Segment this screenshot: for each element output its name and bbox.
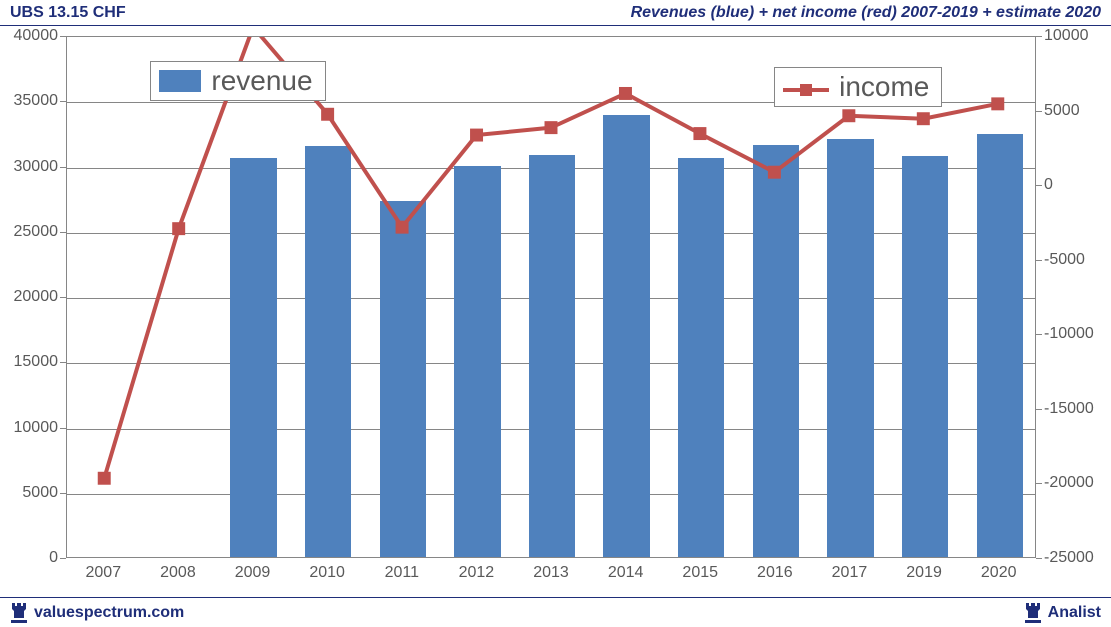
- y-tick-mark: [1036, 111, 1042, 112]
- y-tick-mark: [60, 493, 66, 494]
- y-tick-right: 5000: [1044, 102, 1080, 120]
- x-tick: 2017: [832, 564, 868, 582]
- y-tick-left: 5000: [10, 484, 58, 502]
- y-tick-right: -10000: [1044, 325, 1094, 343]
- y-tick-left: 15000: [10, 353, 58, 371]
- y-tick-left: 25000: [10, 223, 58, 241]
- y-tick-right: 0: [1044, 176, 1053, 194]
- plot-wrap: 0 5000 10000 15000 20000 25000 30000 35000 40000…: [10, 30, 1101, 591]
- y-tick-mark: [1036, 185, 1042, 186]
- y-tick-mark: [1036, 558, 1042, 559]
- x-tick: 2009: [235, 564, 271, 582]
- legend-label: revenue: [211, 65, 312, 97]
- x-tick: 2012: [459, 564, 495, 582]
- footer: valuespectrum.com Analist: [0, 597, 1111, 627]
- x-tick: 2019: [906, 564, 942, 582]
- y-tick-mark: [60, 36, 66, 37]
- y-tick-mark: [1036, 260, 1042, 261]
- y-tick-mark: [60, 362, 66, 363]
- legend-bar: revenue: [150, 61, 325, 101]
- legend-line: income: [774, 67, 942, 107]
- x-tick: 2020: [981, 564, 1017, 582]
- footer-right-text: Analist: [1048, 604, 1101, 622]
- x-tick: 2008: [160, 564, 196, 582]
- y-tick-mark: [60, 558, 66, 559]
- footer-left-text: valuespectrum.com: [34, 604, 184, 622]
- chart-frame: UBS 13.15 CHF Revenues (blue) + net inco…: [0, 0, 1111, 627]
- x-tick: 2013: [533, 564, 569, 582]
- y-tick-left: 0: [10, 549, 58, 567]
- y-tick-mark: [1036, 36, 1042, 37]
- x-tick: 2014: [608, 564, 644, 582]
- rook-icon: [10, 603, 28, 623]
- y-tick-mark: [1036, 409, 1042, 410]
- y-tick-mark: [1036, 483, 1042, 484]
- y-tick-mark: [60, 101, 66, 102]
- x-tick: 2011: [385, 564, 419, 582]
- y-tick-mark: [1036, 334, 1042, 335]
- y-tick-right: -25000: [1044, 549, 1094, 567]
- y-tick-mark: [60, 428, 66, 429]
- y-tick-right: 10000: [1044, 27, 1089, 45]
- y-tick-left: 40000: [10, 27, 58, 45]
- legend-label: income: [839, 71, 929, 103]
- y-tick-right: -20000: [1044, 474, 1094, 492]
- line-layer: [67, 37, 1035, 557]
- y-tick-mark: [60, 232, 66, 233]
- legend-swatch-line: [783, 76, 829, 98]
- x-tick: 2015: [682, 564, 718, 582]
- title-left: UBS 13.15 CHF: [10, 4, 126, 22]
- footer-right: Analist: [1024, 603, 1101, 623]
- y-tick-right: -5000: [1044, 251, 1085, 269]
- title-right: Revenues (blue) + net income (red) 2007-…: [631, 4, 1101, 22]
- legend-swatch-bar: [159, 70, 201, 92]
- rook-icon: [1024, 603, 1042, 623]
- y-tick-mark: [60, 297, 66, 298]
- y-tick-left: 30000: [10, 158, 58, 176]
- footer-left: valuespectrum.com: [10, 603, 184, 623]
- x-tick: 2010: [309, 564, 345, 582]
- y-tick-left: 10000: [10, 419, 58, 437]
- y-tick-left: 35000: [10, 92, 58, 110]
- y-tick-right: -15000: [1044, 400, 1094, 418]
- y-tick-left: 20000: [10, 288, 58, 306]
- x-tick: 2007: [86, 564, 122, 582]
- plot-area: [66, 36, 1036, 558]
- y-tick-mark: [60, 167, 66, 168]
- x-tick: 2016: [757, 564, 793, 582]
- title-bar: UBS 13.15 CHF Revenues (blue) + net inco…: [0, 0, 1111, 26]
